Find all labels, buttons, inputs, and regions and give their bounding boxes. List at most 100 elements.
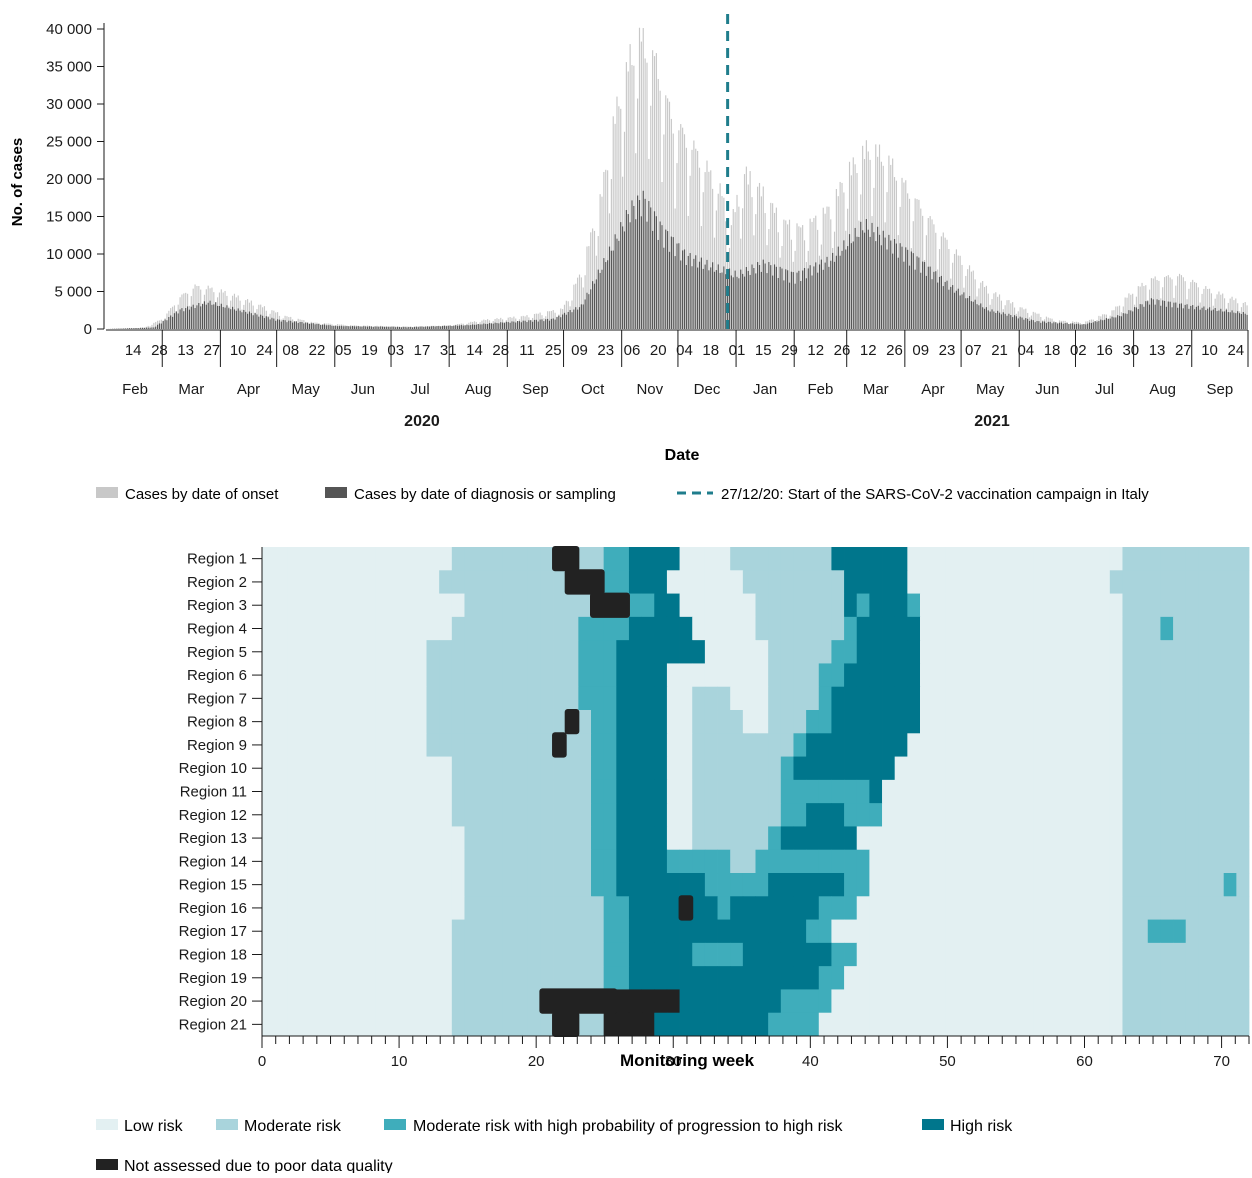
diagnosis-bar	[191, 307, 192, 329]
diagnosis-bar	[123, 328, 124, 329]
diagnosis-bar	[603, 258, 604, 329]
not-assessed-cell	[590, 593, 630, 618]
heatmap-cell	[502, 943, 515, 967]
heatmap-cell	[680, 547, 693, 571]
diagnosis-bar	[590, 289, 591, 329]
heatmap-cell	[1097, 687, 1110, 711]
diagnosis-bar	[661, 225, 662, 329]
diagnosis-bar	[425, 326, 426, 329]
legend-swatch-moderate-risk	[216, 1119, 238, 1130]
diagnosis-bar	[361, 327, 362, 329]
heatmap-cell	[427, 989, 440, 1013]
heatmap-cell	[325, 826, 338, 850]
heatmap-cell	[591, 640, 604, 664]
heatmap-cell	[971, 710, 984, 734]
heatmap-cell	[933, 663, 946, 687]
diagnosis-bar	[680, 260, 681, 329]
diagnosis-bar	[474, 325, 475, 329]
heatmap-cell	[1160, 826, 1173, 850]
diagnosis-bar	[631, 200, 632, 329]
heatmap-cell	[983, 710, 996, 734]
diagnosis-bar	[1044, 321, 1045, 329]
heatmap-cell	[427, 663, 440, 687]
heatmap-cell	[743, 617, 756, 641]
heatmap-cell	[705, 850, 718, 874]
diagnosis-bar	[714, 272, 715, 329]
diagnosis-bar	[1113, 317, 1114, 329]
region-label: Region 5	[187, 644, 247, 661]
heatmap-cell	[692, 826, 705, 850]
heatmap-cell	[300, 617, 313, 641]
heatmap-cell	[806, 663, 819, 687]
heatmap-cell	[781, 687, 794, 711]
heatmap-cell	[819, 850, 832, 874]
diagnosis-bar	[468, 325, 469, 329]
heatmap-cell	[1072, 943, 1085, 967]
heatmap-cell	[806, 826, 819, 850]
heatmap-cell	[983, 803, 996, 827]
heatmap-cell	[427, 966, 440, 990]
diagnosis-bar	[1241, 314, 1242, 329]
diagnosis-bar	[875, 241, 876, 329]
diagnosis-bar	[318, 324, 319, 329]
heatmap-cell	[844, 989, 857, 1013]
heatmap-cell	[325, 687, 338, 711]
heatmap-cell	[654, 757, 667, 781]
heatmap-cell	[1148, 710, 1161, 734]
diagnosis-bar	[1006, 316, 1007, 329]
heatmap-cell	[654, 803, 667, 827]
day-tick-label: 21	[991, 342, 1008, 359]
heatmap-cell	[1047, 617, 1060, 641]
heatmap-cell	[857, 966, 870, 990]
heatmap-cell	[464, 733, 477, 757]
diagnosis-bar	[412, 327, 413, 329]
heatmap-cell	[907, 687, 920, 711]
heatmap-cell	[1085, 896, 1098, 920]
heatmap-cell	[1211, 547, 1224, 571]
heatmap-cell	[439, 757, 452, 781]
heatmap-cell	[490, 780, 503, 804]
heatmap-cell	[667, 873, 680, 897]
heatmap-cell	[313, 617, 326, 641]
heatmap-cell	[351, 617, 364, 641]
heatmap-cell	[578, 757, 591, 781]
heatmap-cell	[490, 920, 503, 944]
heatmap-cell	[781, 989, 794, 1013]
heatmap-cell	[566, 757, 579, 781]
diagnosis-bar	[894, 239, 895, 329]
heatmap-cell	[1236, 617, 1249, 641]
heatmap-cell	[743, 687, 756, 711]
heatmap-cell	[1236, 920, 1249, 944]
region-label: Region 21	[179, 1016, 247, 1033]
diagnosis-bar	[795, 284, 796, 329]
heatmap-cell	[882, 966, 895, 990]
heatmap-cell	[629, 757, 642, 781]
diagnosis-bar	[888, 235, 889, 329]
heatmap-cell	[414, 896, 427, 920]
heatmap-cell	[262, 733, 275, 757]
heatmap-cell	[1110, 710, 1123, 734]
heatmap-cell	[1198, 873, 1211, 897]
diagnosis-bar	[763, 260, 764, 329]
heatmap-cell	[502, 780, 515, 804]
heatmap-cell	[1034, 1013, 1047, 1037]
heatmap-cell	[376, 873, 389, 897]
heatmap-cell	[983, 850, 996, 874]
diagnosis-bar	[1096, 322, 1097, 329]
day-tick-label: 27	[204, 342, 221, 359]
heatmap-cell	[1198, 943, 1211, 967]
heatmap-cell	[831, 1013, 844, 1037]
heatmap-cell	[1160, 710, 1173, 734]
heatmap-cell	[1085, 826, 1098, 850]
heatmap-cell	[996, 873, 1009, 897]
diagnosis-bar	[436, 326, 437, 329]
heatmap-cell	[300, 640, 313, 664]
heatmap-cell	[895, 943, 908, 967]
heatmap-cell	[857, 826, 870, 850]
heatmap-cell	[1047, 803, 1060, 827]
heatmap-cell	[958, 687, 971, 711]
heatmap-cell	[768, 966, 781, 990]
heatmap-cell	[414, 826, 427, 850]
heatmap-cell	[1160, 989, 1173, 1013]
heatmap-cell	[1236, 966, 1249, 990]
